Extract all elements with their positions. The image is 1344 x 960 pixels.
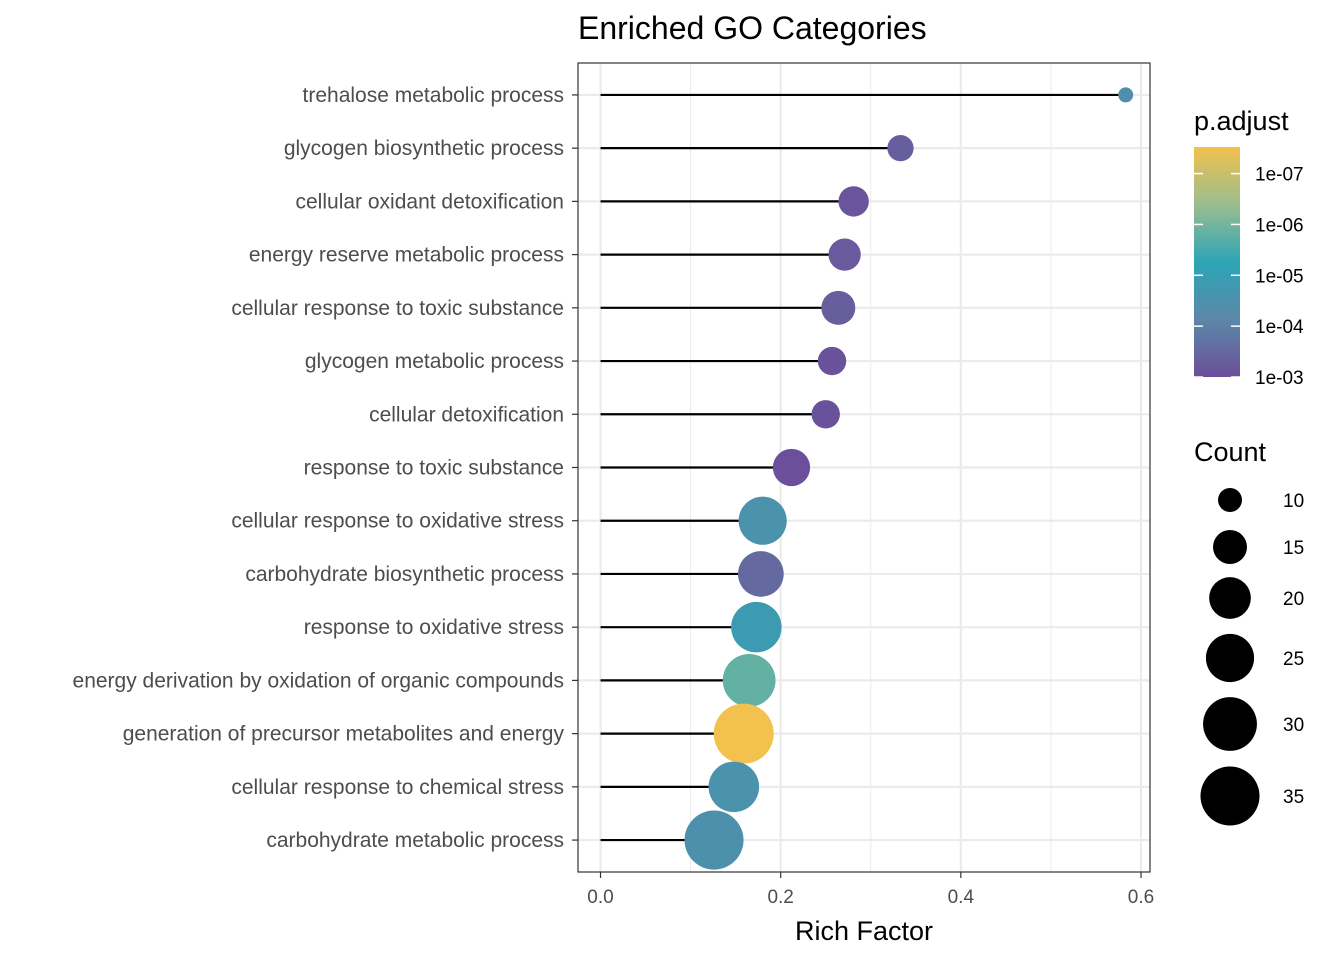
data-point	[708, 761, 760, 813]
color-legend: p.adjust 1e-07 1e-06 1e-05 1e-04 1e-03	[1194, 106, 1304, 389]
y-tick-label: cellular response to oxidative stress	[231, 510, 564, 533]
size-legend-label: 20	[1283, 589, 1304, 610]
size-legend-label: 25	[1283, 649, 1304, 670]
y-tick-label: carbohydrate biosynthetic process	[245, 563, 564, 586]
size-legend: Count 10 15 20 25 30 35	[1194, 437, 1304, 826]
y-tick-label: cellular oxidant detoxification	[296, 190, 565, 213]
size-legend-dot	[1200, 766, 1260, 826]
size-legend-label: 10	[1283, 491, 1304, 512]
data-point	[838, 186, 869, 217]
y-axis: trehalose metabolic process glycogen bios…	[73, 84, 578, 852]
y-tick-label: cellular response to toxic substance	[231, 297, 564, 320]
y-tick-label: response to toxic substance	[304, 457, 564, 480]
data-point	[811, 400, 840, 429]
y-tick-label: response to oxidative stress	[304, 616, 564, 639]
color-legend-label: 1e-05	[1255, 266, 1304, 287]
y-tick-label: cellular response to chemical stress	[231, 776, 564, 799]
x-axis-title: Rich Factor	[795, 916, 933, 946]
size-legend-title: Count	[1194, 437, 1267, 467]
data-point	[738, 551, 784, 597]
y-tick-label: energy derivation by oxidation of organi…	[73, 669, 564, 692]
color-bar	[1194, 147, 1240, 377]
color-legend-title: p.adjust	[1194, 106, 1289, 136]
y-tick-label: trehalose metabolic process	[303, 84, 564, 107]
color-legend-label: 1e-06	[1255, 215, 1304, 236]
data-point	[722, 654, 776, 707]
size-legend-dot	[1205, 633, 1255, 683]
size-legend-dot	[1218, 488, 1242, 512]
x-tick-label: 0.2	[767, 887, 793, 908]
data-point	[713, 703, 774, 764]
data-point	[684, 810, 744, 870]
chart-title: Enriched GO Categories	[578, 10, 927, 46]
y-tick-label: glycogen metabolic process	[305, 350, 564, 373]
data-point	[821, 290, 856, 325]
size-legend-label: 30	[1283, 715, 1304, 736]
size-legend-dot	[1209, 577, 1251, 619]
color-legend-label: 1e-07	[1255, 165, 1304, 186]
x-axis: 0.0 0.2 0.4 0.6	[587, 872, 1154, 908]
y-tick-label: energy reserve metabolic process	[249, 244, 564, 267]
y-tick-label: carbohydrate metabolic process	[266, 829, 564, 852]
data-point	[887, 135, 914, 162]
size-legend-label: 15	[1283, 538, 1304, 559]
size-legend-dot	[1203, 697, 1257, 751]
y-tick-label: glycogen biosynthetic process	[284, 137, 564, 160]
segments-layer	[600, 93, 1126, 842]
y-tick-label: cellular detoxification	[369, 403, 564, 426]
color-legend-label: 1e-03	[1255, 368, 1304, 389]
color-legend-label: 1e-04	[1255, 317, 1304, 338]
x-tick-label: 0.4	[948, 887, 975, 908]
points-layer	[684, 87, 1134, 870]
data-point	[817, 346, 847, 376]
size-legend-dot	[1212, 529, 1248, 565]
x-tick-label: 0.6	[1128, 887, 1154, 908]
data-point	[738, 496, 787, 545]
data-point	[731, 601, 782, 653]
data-point	[772, 448, 811, 487]
size-legend-label: 35	[1283, 787, 1304, 808]
x-tick-label: 0.0	[587, 887, 613, 908]
data-point	[1118, 87, 1134, 103]
data-point	[828, 238, 861, 271]
y-tick-label: generation of precursor metabolites and …	[123, 723, 565, 746]
